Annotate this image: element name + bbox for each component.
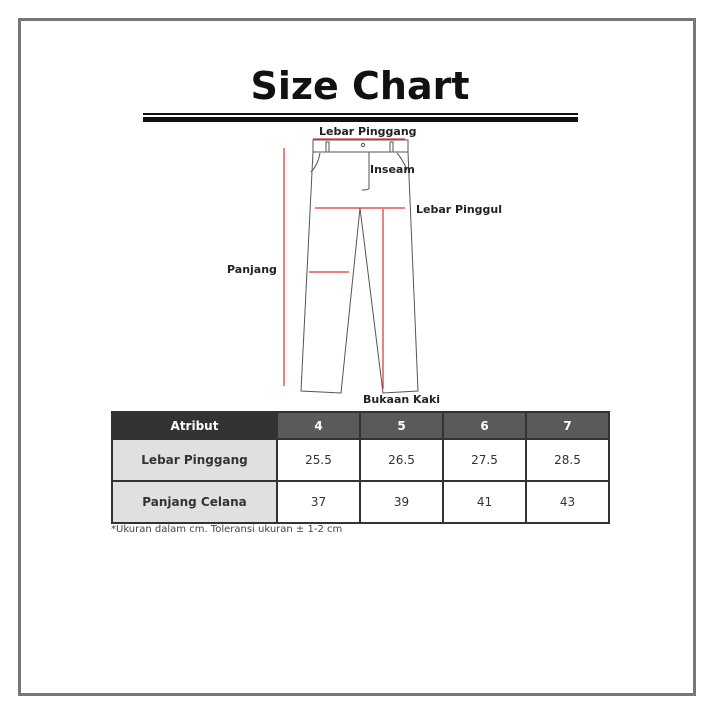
footnote: *Ukuran dalam cm. Toleransi ukuran ± 1-2… [111,524,343,535]
label-hip: Lebar Pinggul [416,203,503,216]
header-cell: Atribut [111,411,278,440]
cell: 41 [442,480,527,524]
header-cell: 6 [442,411,527,440]
cell: 26.5 [359,438,444,482]
label-inseam: Inseam [370,163,415,176]
cell: 28.5 [525,438,610,482]
label-length: Panjang [227,263,277,276]
page-title: Size Chart [250,64,470,108]
border-frame [18,18,696,696]
cell: 37 [276,480,361,524]
row-label: Panjang Celana [111,480,278,524]
table-row: Panjang Celana 37 39 41 43 [111,480,610,524]
row-label: Lebar Pinggang [111,438,278,482]
header-cell: 5 [359,411,444,440]
cell: 39 [359,480,444,524]
cell: 27.5 [442,438,527,482]
size-table: Atribut 4 5 6 7 Lebar Pinggang 25.5 26.5… [111,411,610,524]
header-cell: 7 [525,411,610,440]
cell: 43 [525,480,610,524]
table-row: Lebar Pinggang 25.5 26.5 27.5 28.5 [111,438,610,482]
label-leg-opening: Bukaan Kaki [363,393,441,406]
table-header: Atribut 4 5 6 7 [111,411,610,440]
divider-thick [143,117,578,122]
cell: 25.5 [276,438,361,482]
pants-outline [300,139,419,394]
header-cell: 4 [276,411,361,440]
label-waist: Lebar Pinggang [319,125,417,138]
divider [143,113,578,115]
